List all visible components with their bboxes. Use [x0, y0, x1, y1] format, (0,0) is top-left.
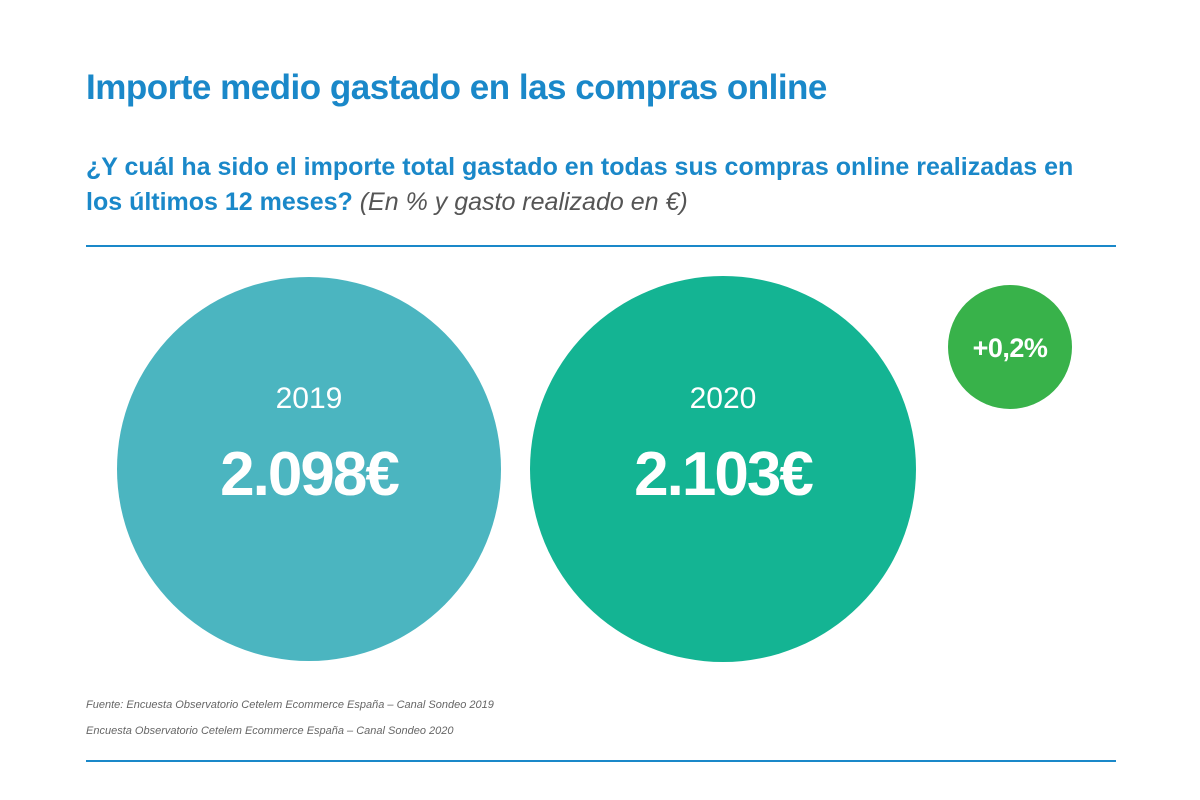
bubble-2019-year: 2019 [276, 382, 343, 415]
change-badge-label: +0,2% [973, 333, 1048, 363]
survey-question: ¿Y cuál ha sido el importe total gastado… [86, 150, 1106, 220]
question-text: ¿Y cuál ha sido el importe total gastado… [86, 153, 1074, 216]
page-title: Importe medio gastado en las compras onl… [86, 68, 827, 107]
bottom-divider [86, 760, 1116, 762]
top-divider [86, 245, 1116, 247]
source-line-1: Fuente: Encuesta Observatorio Cetelem Ec… [86, 699, 494, 711]
source-line-2: Encuesta Observatorio Cetelem Ecommerce … [86, 725, 454, 737]
bubble-2020-circle [530, 276, 916, 662]
bubble-2020-year: 2020 [690, 382, 757, 415]
change-badge: +0,2% [948, 285, 1072, 409]
bubble-2020-value: 2.103€ [634, 440, 813, 509]
question-note: (En % y gasto realizado en €) [359, 188, 688, 216]
bubble-2019: 2019 2.098€ [117, 277, 501, 661]
bubble-2020: 2020 2.103€ [530, 276, 916, 662]
bubble-2019-circle [117, 277, 501, 661]
bubble-2019-value: 2.098€ [220, 440, 399, 509]
change-badge-circle [948, 285, 1072, 409]
